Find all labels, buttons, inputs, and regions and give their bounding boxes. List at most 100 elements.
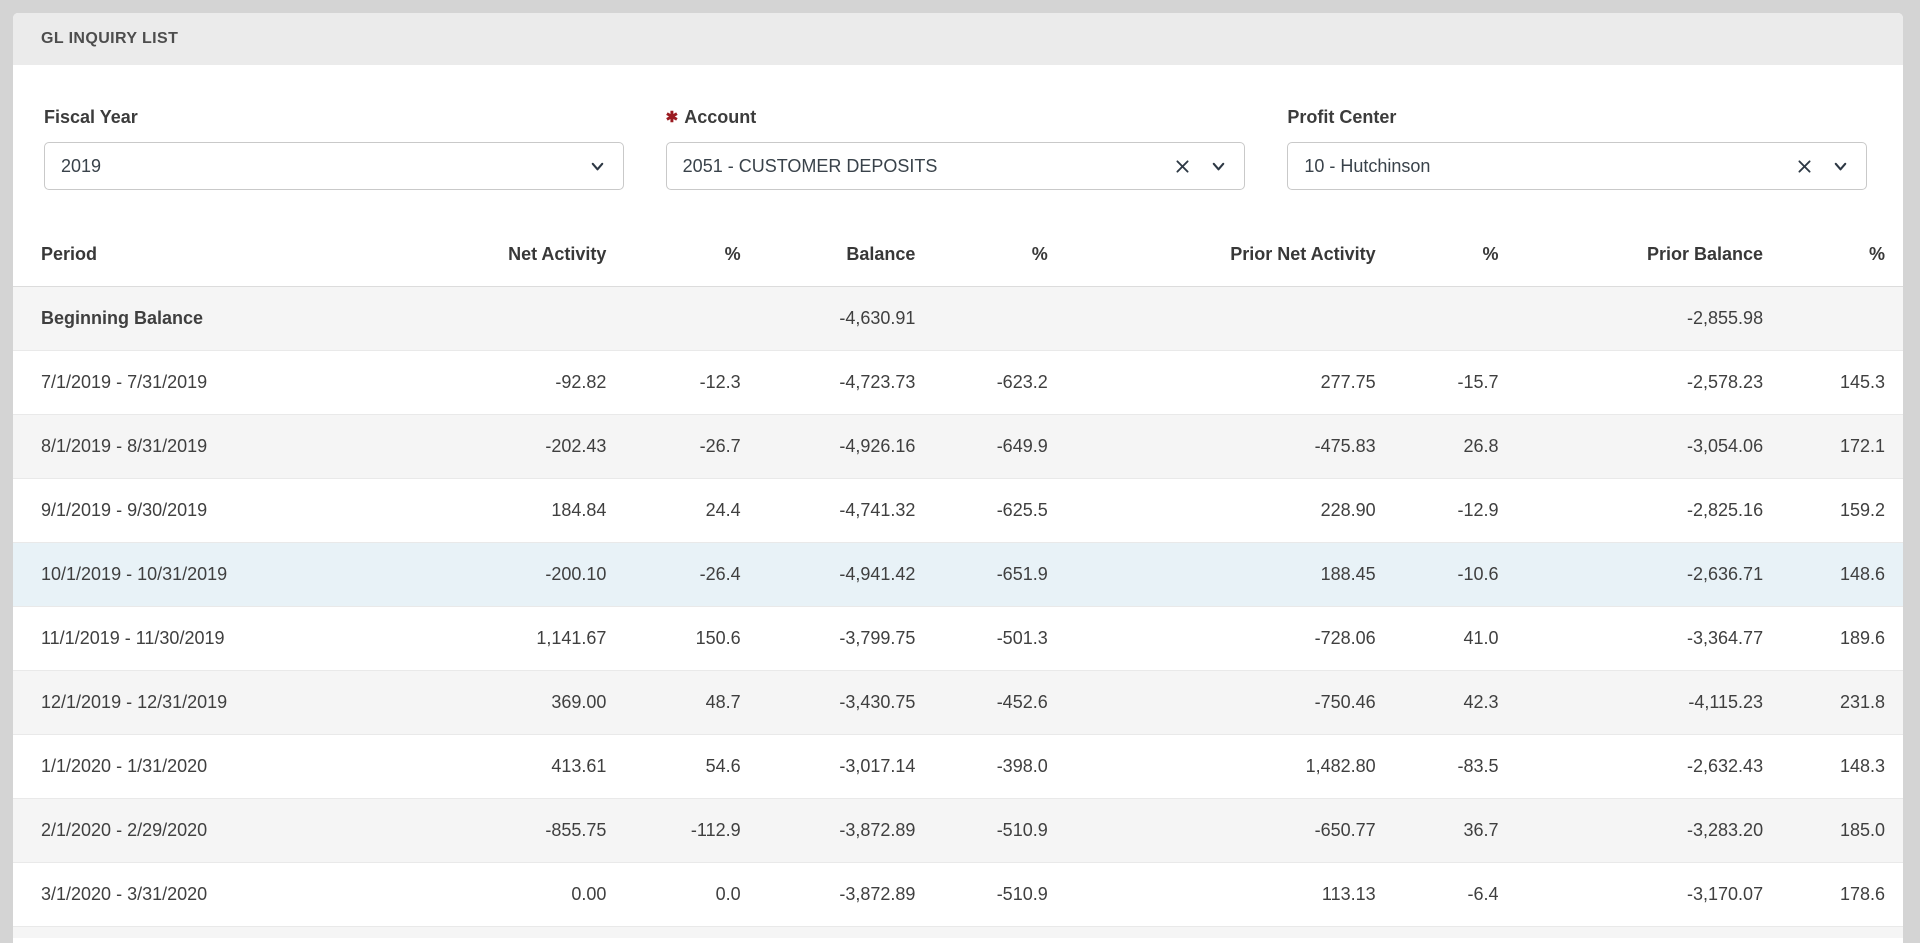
prior-balance-cell: -2,578.23	[1498, 349, 1764, 414]
filter-account: ✱ Account 2051 - CUSTOMER DEPOSITS	[665, 107, 1246, 190]
balance-cell: -3,017.14	[740, 733, 916, 798]
net-activity-cell: 0.00	[353, 861, 607, 926]
balance-pct-cell: -510.9	[915, 797, 1048, 862]
prior-balance-pct-cell: 172.1	[1763, 413, 1903, 478]
prior-net-activity-pct-cell: -83.5	[1375, 733, 1499, 798]
net-activity-pct-cell: 48.7	[606, 669, 741, 734]
column-header-net-activity-pct: %	[606, 224, 741, 287]
chevron-down-icon[interactable]	[588, 157, 607, 176]
period-cell: 1/1/2020 - 1/31/2020	[13, 733, 354, 798]
table-row[interactable]: Beginning Balance -4,630.91 -2,855.98	[13, 286, 1903, 350]
gl-inquiry-card: GL INQUIRY LIST Fiscal Year 2019 ✱ Accoun…	[13, 13, 1903, 943]
partial-next-row	[13, 926, 1903, 938]
net-activity-cell: -200.10	[353, 541, 607, 606]
prior-balance-cell: -3,054.06	[1498, 413, 1764, 478]
prior-balance-pct-cell: 148.3	[1763, 733, 1903, 798]
balance-cell: -3,430.75	[740, 669, 916, 734]
table-row[interactable]: 7/1/2019 - 7/31/2019 -92.82 -12.3 -4,723…	[13, 349, 1903, 414]
prior-net-activity-cell: -750.46	[1047, 669, 1376, 734]
net-activity-cell: -855.75	[353, 797, 607, 862]
balance-pct-cell: -623.2	[915, 349, 1048, 414]
column-header-balance: Balance	[740, 224, 916, 287]
table-row[interactable]: 10/1/2019 - 10/31/2019 -200.10 -26.4 -4,…	[13, 541, 1903, 606]
column-header-balance-pct: %	[915, 224, 1048, 287]
prior-balance-cell: -2,855.98	[1687, 307, 1764, 328]
period-cell: 11/1/2019 - 11/30/2019	[13, 605, 354, 670]
prior-balance-cell: -3,364.77	[1498, 605, 1764, 670]
prior-balance-cell: -3,283.20	[1498, 797, 1764, 862]
balance-pct-cell: -510.9	[915, 861, 1048, 926]
fiscal-year-value: 2019	[61, 155, 102, 176]
profit-center-select[interactable]: 10 - Hutchinson	[1287, 142, 1868, 190]
prior-balance-pct-cell: 145.3	[1763, 349, 1903, 414]
account-value: 2051 - CUSTOMER DEPOSITS	[682, 155, 938, 176]
prior-net-activity-pct-cell: 42.3	[1375, 669, 1499, 734]
net-activity-cell: 369.00	[353, 669, 607, 734]
net-activity-pct-cell: -26.4	[606, 541, 741, 606]
net-activity-cell	[353, 286, 606, 350]
gl-inquiry-table: Period Net Activity % Balance % Prior Ne…	[13, 224, 1903, 926]
period-cell: 9/1/2019 - 9/30/2019	[13, 477, 354, 542]
table-row[interactable]: 8/1/2019 - 8/31/2019 -202.43 -26.7 -4,92…	[13, 413, 1903, 478]
net-activity-cell: -92.82	[353, 349, 607, 414]
period-cell: 2/1/2020 - 2/29/2020	[13, 797, 354, 862]
net-activity-cell: 184.84	[353, 477, 607, 542]
table-body: Beginning Balance -4,630.91 -2,855.98 7/…	[13, 286, 1903, 926]
prior-balance-pct-cell: 178.6	[1763, 861, 1903, 926]
prior-net-activity-pct-cell: -6.4	[1375, 861, 1499, 926]
prior-balance-pct-cell	[1763, 286, 1903, 350]
prior-net-activity-pct-cell: 26.8	[1375, 413, 1499, 478]
balance-pct-cell: -398.0	[915, 733, 1048, 798]
prior-net-activity-cell: -475.83	[1047, 413, 1376, 478]
table-row[interactable]: 3/1/2020 - 3/31/2020 0.00 0.0 -3,872.89 …	[13, 861, 1903, 926]
account-select[interactable]: 2051 - CUSTOMER DEPOSITS	[665, 142, 1246, 190]
balance-cell: -3,872.89	[740, 861, 916, 926]
account-label: ✱ Account	[665, 107, 757, 127]
prior-balance-pct-cell: 189.6	[1763, 605, 1903, 670]
filters-row: Fiscal Year 2019 ✱ Account 2051 - CUSTOME…	[13, 65, 1903, 190]
fiscal-year-select[interactable]: 2019	[44, 142, 624, 190]
column-header-period: Period	[13, 224, 354, 287]
prior-net-activity-cell: 188.45	[1047, 541, 1376, 606]
card-header: GL INQUIRY LIST	[13, 13, 1903, 65]
prior-net-activity-pct-cell: -12.9	[1375, 477, 1499, 542]
prior-balance-pct-cell: 159.2	[1763, 477, 1903, 542]
net-activity-pct-cell: 0.0	[606, 861, 741, 926]
filter-profit-center: Profit Center 10 - Hutchinson	[1287, 107, 1868, 190]
balance-cell: -4,723.73	[740, 349, 916, 414]
column-header-net-activity: Net Activity	[353, 224, 607, 287]
table-row[interactable]: 12/1/2019 - 12/31/2019 369.00 48.7 -3,43…	[13, 669, 1903, 734]
period-cell: 8/1/2019 - 8/31/2019	[13, 413, 354, 478]
balance-pct-cell: -625.5	[915, 477, 1048, 542]
column-header-prior-net-activity-pct: %	[1375, 224, 1499, 287]
balance-cell: -4,926.16	[740, 413, 916, 478]
net-activity-cell: -202.43	[353, 413, 607, 478]
clear-x-icon[interactable]	[1796, 158, 1813, 175]
profit-center-label: Profit Center	[1287, 107, 1397, 127]
table-row[interactable]: 11/1/2019 - 11/30/2019 1,141.67 150.6 -3…	[13, 605, 1903, 670]
prior-balance-cell: -3,170.07	[1498, 861, 1764, 926]
prior-balance-cell: -2,632.43	[1498, 733, 1764, 798]
chevron-down-icon[interactable]	[1831, 157, 1850, 176]
prior-net-activity-cell	[1048, 286, 1376, 350]
balance-cell: -4,941.42	[740, 541, 916, 606]
net-activity-pct-cell	[606, 286, 740, 350]
fiscal-year-label: Fiscal Year	[44, 107, 138, 127]
table-row[interactable]: 2/1/2020 - 2/29/2020 -855.75 -112.9 -3,8…	[13, 797, 1903, 862]
table-row[interactable]: 1/1/2020 - 1/31/2020 413.61 54.6 -3,017.…	[13, 733, 1903, 798]
balance-pct-cell: -651.9	[915, 541, 1048, 606]
prior-balance-cell: -2,636.71	[1498, 541, 1764, 606]
prior-net-activity-cell: 228.90	[1047, 477, 1376, 542]
chevron-down-icon[interactable]	[1209, 157, 1228, 176]
period-cell: 10/1/2019 - 10/31/2019	[13, 541, 354, 606]
clear-x-icon[interactable]	[1174, 158, 1191, 175]
balance-pct-cell: -649.9	[915, 413, 1048, 478]
table-row[interactable]: 9/1/2019 - 9/30/2019 184.84 24.4 -4,741.…	[13, 477, 1903, 542]
prior-net-activity-cell: 277.75	[1047, 349, 1376, 414]
balance-pct-cell: -452.6	[915, 669, 1048, 734]
prior-balance-pct-cell: 185.0	[1763, 797, 1903, 862]
profit-center-value: 10 - Hutchinson	[1304, 155, 1431, 176]
net-activity-pct-cell: -12.3	[606, 349, 741, 414]
balance-pct-cell	[915, 286, 1047, 350]
required-icon: ✱	[665, 109, 679, 126]
